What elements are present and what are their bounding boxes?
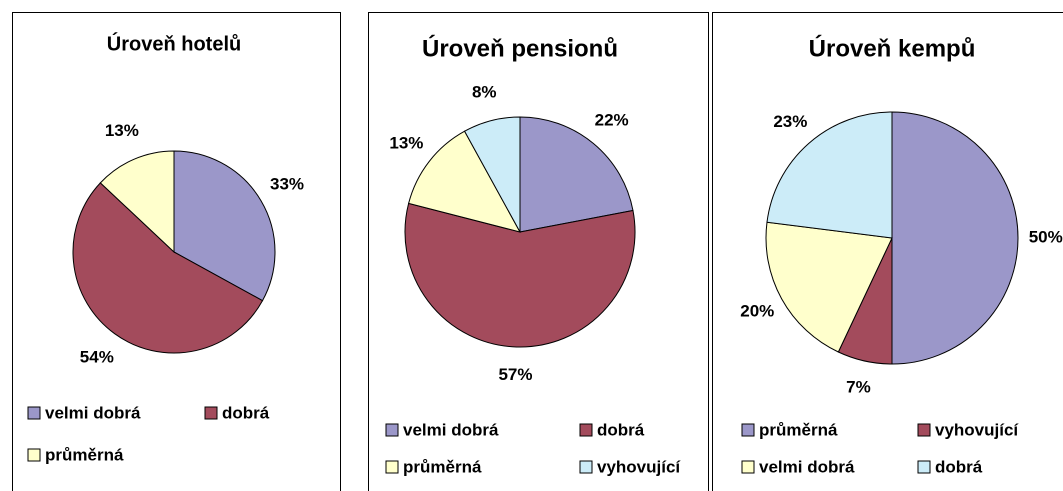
legend-swatch xyxy=(741,423,755,437)
legend-swatch xyxy=(741,460,755,474)
legend-swatch xyxy=(27,406,41,420)
legend-label: průměrná xyxy=(45,445,124,464)
pie-slice xyxy=(72,182,264,354)
chart-title: Úroveň kempů xyxy=(809,34,976,62)
data-label: 57% xyxy=(498,365,532,384)
pie-slice xyxy=(173,150,276,302)
legend-label: průměrná xyxy=(403,457,482,476)
legend-label: vyhovující xyxy=(597,457,681,476)
legend-swatch xyxy=(579,423,593,437)
legend-label: velmi dobrá xyxy=(403,420,499,439)
legend-swatch xyxy=(27,448,41,462)
legend-swatch xyxy=(579,460,593,474)
chart-title: Úroveň hotelů xyxy=(107,31,241,55)
legend-label: velmi dobrá xyxy=(45,403,141,422)
legend-label: dobrá xyxy=(222,403,270,422)
pie-slice xyxy=(766,111,893,239)
pie-slice xyxy=(99,150,175,254)
panel-border xyxy=(368,12,709,491)
legend-label: vyhovující xyxy=(935,420,1019,439)
data-label: 8% xyxy=(472,82,497,101)
pie-slice xyxy=(463,116,521,233)
chart: Úroveň pensionů 22% 57% 13% 8% velmi dobrá dob… xyxy=(385,34,681,476)
panel-border xyxy=(12,12,341,491)
legend-label: velmi dobrá xyxy=(759,457,855,476)
pie-slice xyxy=(765,221,893,353)
legend-swatch xyxy=(917,460,931,474)
legend-swatch xyxy=(204,406,218,420)
chart: Úroveň kempů 50% 7% 20% 23% průměrná vyhovujíc… xyxy=(740,34,1062,476)
legend-label: průměrná xyxy=(759,420,838,439)
legend-swatch xyxy=(917,423,931,437)
data-label: 54% xyxy=(80,348,114,367)
data-label: 50% xyxy=(1029,227,1063,246)
data-label: 13% xyxy=(105,121,139,140)
data-label: 13% xyxy=(389,133,423,152)
data-label: 23% xyxy=(773,112,807,131)
panel-border xyxy=(712,12,1063,491)
pie-slice xyxy=(891,111,1019,365)
legend-swatch xyxy=(385,423,399,437)
legend-label: dobrá xyxy=(597,420,645,439)
data-label: 33% xyxy=(270,175,304,194)
chart-title: Úroveň pensionů xyxy=(422,34,618,62)
pie-slice xyxy=(408,130,521,233)
data-label: 20% xyxy=(740,302,774,321)
pie-slice xyxy=(519,116,634,233)
pie-slice xyxy=(404,202,636,348)
data-label: 22% xyxy=(595,111,629,130)
legend-swatch xyxy=(385,460,399,474)
data-label: 7% xyxy=(846,378,871,397)
legend-label: dobrá xyxy=(935,457,983,476)
chart: Úroveň hotelů 33% 54% 13% velmi dobrá dobrá pr… xyxy=(27,31,304,464)
